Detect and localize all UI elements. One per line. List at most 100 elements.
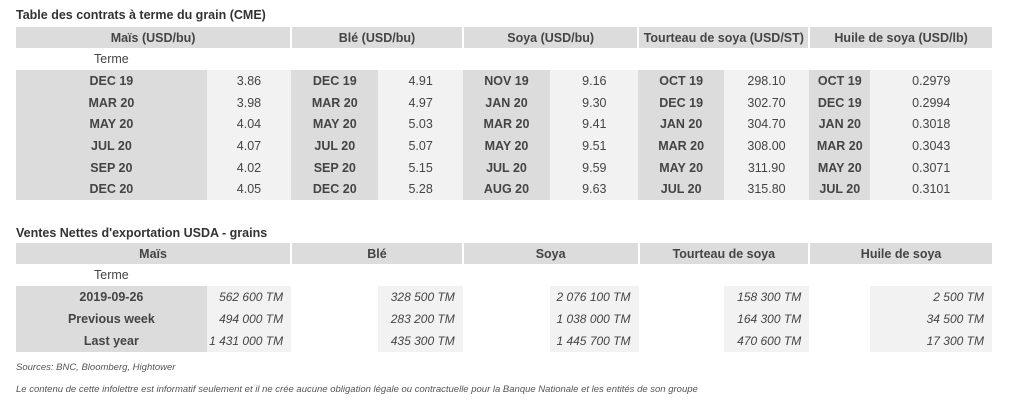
exports-table-title: Ventes Nettes d'exportation USDA - grain… bbox=[16, 226, 268, 240]
contract-month: MAY 20 bbox=[291, 113, 379, 136]
contract-price: 5.03 bbox=[378, 113, 463, 136]
contract-month: JUL 20 bbox=[462, 156, 551, 179]
empty-cell bbox=[638, 286, 724, 308]
contract-month: DEC 19 bbox=[16, 70, 207, 92]
contract-price: 5.07 bbox=[378, 135, 463, 157]
contract-price: 304.70 bbox=[723, 113, 810, 136]
contract-month: MAR 20 bbox=[638, 135, 724, 157]
contract-month: JUL 20 bbox=[16, 135, 207, 157]
contract-price: 302.70 bbox=[723, 91, 810, 114]
contract-month: JUL 20 bbox=[291, 135, 379, 157]
export-value: 1 445 700 TM bbox=[550, 330, 639, 352]
contract-month: MAY 20 bbox=[16, 113, 207, 136]
contract-price: 298.10 bbox=[723, 70, 810, 92]
contract-price: 315.80 bbox=[723, 178, 810, 201]
empty-cell bbox=[462, 330, 551, 352]
contract-month: NOV 19 bbox=[462, 70, 551, 92]
contract-month: JUL 20 bbox=[809, 178, 871, 201]
contract-month: DEC 19 bbox=[638, 91, 724, 114]
empty-cell bbox=[809, 308, 871, 330]
contract-price: 9.51 bbox=[550, 135, 639, 157]
empty-cell bbox=[462, 286, 551, 308]
export-value: 435 300 TM bbox=[378, 330, 463, 352]
contract-price: 0.3043 bbox=[870, 135, 992, 157]
export-value: 494 000 TM bbox=[206, 308, 292, 330]
contract-month: MAY 20 bbox=[809, 156, 871, 179]
contract-price: 0.2979 bbox=[870, 70, 992, 92]
futures-header-row: Maïs (USD/bu) Blé (USD/bu) Soya (USD/bu) To… bbox=[16, 27, 992, 48]
contract-price: 9.30 bbox=[550, 91, 639, 114]
contract-price: 9.16 bbox=[550, 70, 639, 92]
contract-price: 9.63 bbox=[550, 178, 639, 201]
contract-price: 9.41 bbox=[550, 113, 639, 136]
contract-month: MAR 20 bbox=[809, 135, 871, 157]
contract-month: MAY 20 bbox=[462, 135, 551, 157]
contract-price: 5.15 bbox=[378, 156, 463, 179]
contract-price: 0.2994 bbox=[870, 91, 992, 114]
contract-price: 0.3071 bbox=[870, 156, 992, 179]
futures-table: Maïs (USD/bu) Blé (USD/bu) Soya (USD/bu) To… bbox=[16, 27, 992, 201]
row-label: Previous week bbox=[16, 308, 207, 330]
contract-price: 9.59 bbox=[550, 156, 639, 179]
empty-cell bbox=[291, 286, 379, 308]
terme-row: Terme bbox=[16, 48, 992, 70]
exports-header-row: Maïs Blé Soya Tourteau de soya Huile de soya bbox=[16, 243, 992, 264]
empty-cell bbox=[207, 264, 992, 286]
empty-cell bbox=[809, 330, 871, 352]
contract-price: 0.3018 bbox=[870, 113, 992, 136]
contract-price: 4.97 bbox=[378, 91, 463, 114]
contract-month: AUG 20 bbox=[462, 178, 551, 201]
contract-month: OCT 19 bbox=[809, 70, 871, 92]
terme-label: Terme bbox=[94, 52, 129, 66]
export-value: 158 300 TM bbox=[723, 286, 810, 308]
disclaimer: Le contenu de cette infolettre est infor… bbox=[16, 384, 698, 395]
contract-price: 308.00 bbox=[723, 135, 810, 157]
export-value: 328 500 TM bbox=[378, 286, 463, 308]
column-header: Blé (USD/bu) bbox=[290, 27, 463, 48]
column-header: Huile de soya (USD/lb) bbox=[808, 27, 992, 48]
table-row: DEC 19 3.86 DEC 19 4.91 NOV 19 9.16 OCT 19 298.… bbox=[16, 70, 992, 92]
futures-table-title: Table des contrats à terme du grain (CME… bbox=[16, 8, 266, 22]
export-value: 562 600 TM bbox=[206, 286, 292, 308]
contract-month: MAR 20 bbox=[462, 113, 551, 136]
export-value: 2 076 100 TM bbox=[550, 286, 639, 308]
contract-month: DEC 19 bbox=[809, 91, 871, 114]
contract-month: SEP 20 bbox=[291, 156, 379, 179]
export-value: 1 038 000 TM bbox=[550, 308, 639, 330]
empty-cell bbox=[291, 308, 379, 330]
contract-month: JUL 20 bbox=[638, 178, 724, 201]
column-header: Soya bbox=[461, 243, 639, 264]
contract-price: 311.90 bbox=[723, 156, 810, 179]
column-header: Blé bbox=[290, 243, 463, 264]
contract-month: MAR 20 bbox=[16, 91, 207, 114]
export-value: 164 300 TM bbox=[723, 308, 810, 330]
column-header: Huile de soya bbox=[808, 243, 992, 264]
row-label: Last year bbox=[16, 330, 207, 352]
contract-price: 4.04 bbox=[206, 113, 292, 136]
contract-month: MAY 20 bbox=[638, 156, 724, 179]
contract-month: JAN 20 bbox=[462, 91, 551, 114]
table-row: MAR 20 3.98 MAR 20 4.97 JAN 20 9.30 DEC 19 302.… bbox=[16, 91, 992, 114]
empty-cell bbox=[291, 330, 379, 352]
contract-month: MAR 20 bbox=[291, 91, 379, 114]
contract-month: DEC 20 bbox=[16, 178, 207, 201]
export-value: 283 200 TM bbox=[378, 308, 463, 330]
export-value: 1 431 000 TM bbox=[206, 330, 292, 352]
table-row: JUL 20 4.07 JUL 20 5.07 MAY 20 9.51 MAR 20 308.… bbox=[16, 135, 992, 157]
column-header: Maïs bbox=[16, 243, 292, 264]
table-row: Last year 1 431 000 TM 435 300 TM 1 445 700… bbox=[16, 330, 992, 352]
contract-month: JAN 20 bbox=[809, 113, 871, 136]
export-value: 2 500 TM bbox=[870, 286, 992, 308]
column-header: Maïs (USD/bu) bbox=[16, 27, 292, 48]
terme-row: Terme bbox=[16, 264, 992, 286]
empty-cell bbox=[809, 286, 871, 308]
contract-price: 5.28 bbox=[378, 178, 463, 201]
empty-cell bbox=[207, 48, 992, 70]
contract-price: 3.86 bbox=[206, 70, 292, 92]
table-row: Previous week 494 000 TM 283 200 TM 1 038 0… bbox=[16, 308, 992, 330]
contract-month: DEC 19 bbox=[291, 70, 379, 92]
column-header: Tourteau de soya (USD/ST) bbox=[637, 27, 810, 48]
empty-cell bbox=[638, 308, 724, 330]
column-header: Soya (USD/bu) bbox=[461, 27, 639, 48]
exports-table: Maïs Blé Soya Tourteau de soya Huile de soya… bbox=[16, 243, 992, 352]
